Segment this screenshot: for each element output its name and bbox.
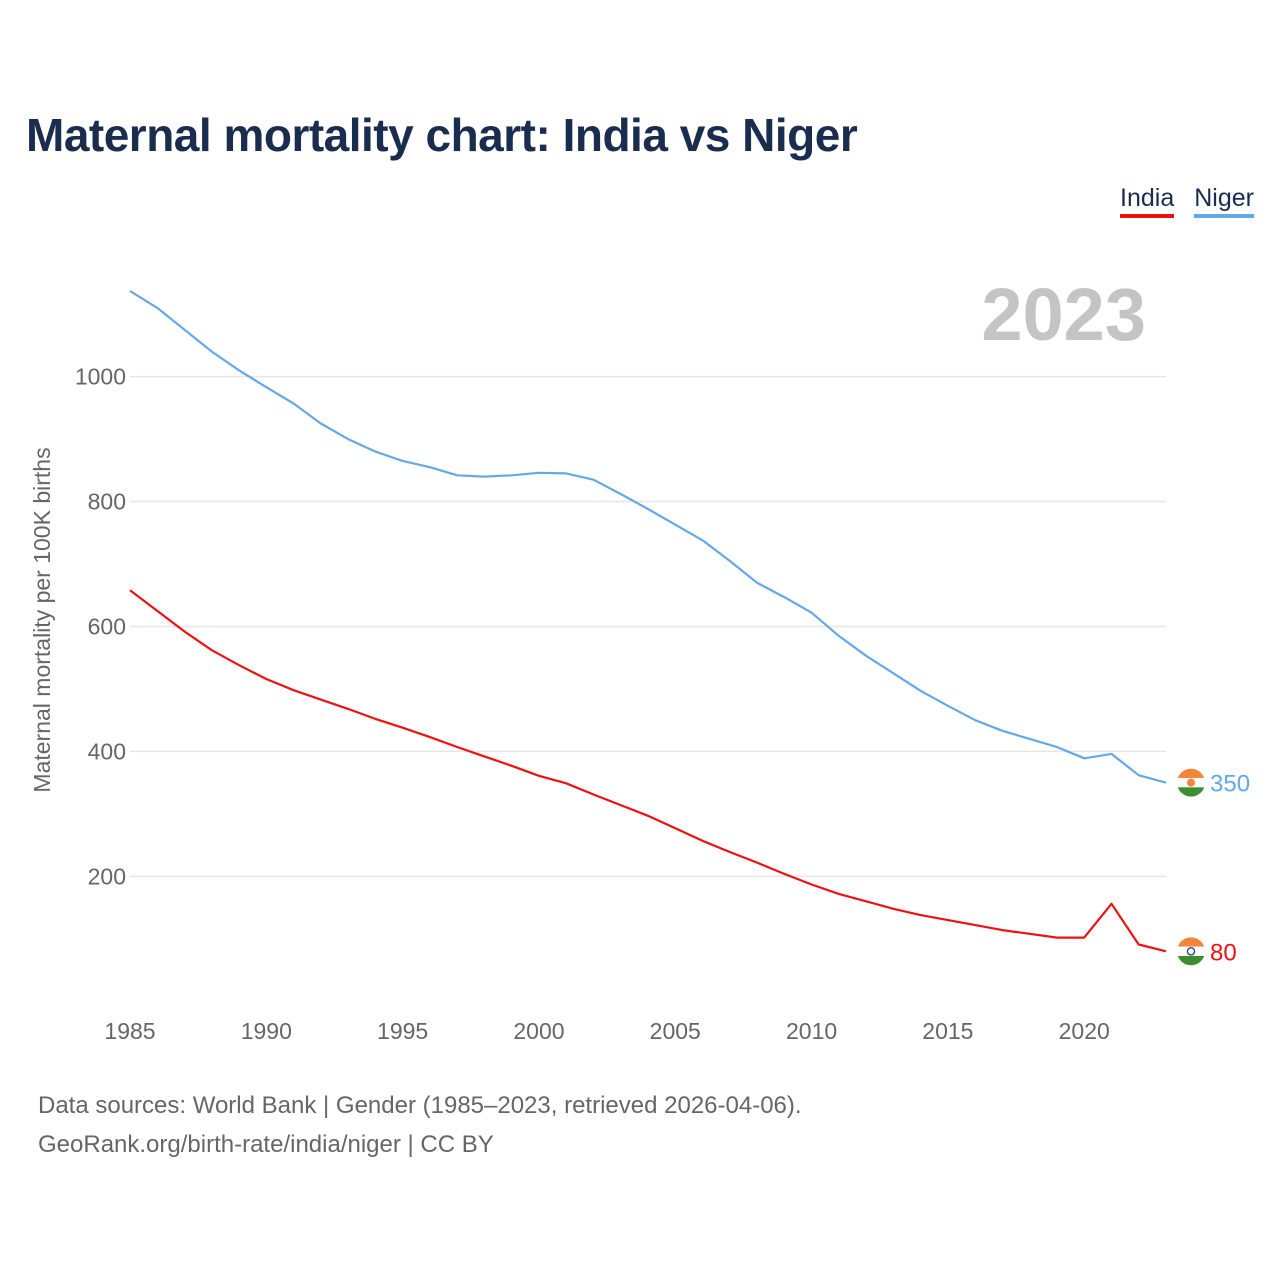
series-line-niger bbox=[129, 290, 1167, 784]
x-tick-label-1985: 1985 bbox=[104, 1018, 155, 1044]
x-tick-label-2000: 2000 bbox=[513, 1018, 564, 1044]
flag-icon-india bbox=[1177, 937, 1205, 966]
y-axis-label: Maternal mortality per 100K births bbox=[29, 447, 55, 792]
legend-item-india[interactable]: India bbox=[1120, 184, 1175, 218]
y-tick-label-800: 800 bbox=[88, 489, 126, 515]
end-label-niger: 350 bbox=[1210, 771, 1250, 798]
y-tick-label-400: 400 bbox=[88, 738, 126, 764]
x-tick-label-2010: 2010 bbox=[786, 1018, 837, 1044]
y-tick-label-600: 600 bbox=[88, 613, 126, 639]
y-tick-label-200: 200 bbox=[88, 863, 126, 889]
x-tick-label-2020: 2020 bbox=[1059, 1018, 1110, 1044]
legend: India Niger bbox=[1120, 184, 1254, 218]
chart-title: Maternal mortality chart: India vs Niger bbox=[26, 109, 858, 161]
y-tick-label-1000: 1000 bbox=[75, 364, 126, 390]
source-line-2[interactable]: GeoRank.org/birth-rate/india/niger | CC … bbox=[38, 1131, 494, 1158]
x-tick-label-1990: 1990 bbox=[241, 1018, 292, 1044]
legend-item-niger[interactable]: Niger bbox=[1194, 184, 1254, 218]
source-line-1: Data sources: World Bank | Gender (1985–… bbox=[38, 1092, 802, 1119]
x-tick-label-2005: 2005 bbox=[650, 1018, 701, 1044]
year-watermark: 2023 bbox=[981, 273, 1146, 356]
flag-icon-niger bbox=[1177, 768, 1205, 797]
x-tick-label-1995: 1995 bbox=[377, 1018, 428, 1044]
end-label-india: 80 bbox=[1210, 939, 1237, 966]
source-note: Data sources: World Bank | Gender (1985–… bbox=[38, 1086, 802, 1164]
x-tick-label-2015: 2015 bbox=[922, 1018, 973, 1044]
series-line-india bbox=[129, 589, 1167, 953]
